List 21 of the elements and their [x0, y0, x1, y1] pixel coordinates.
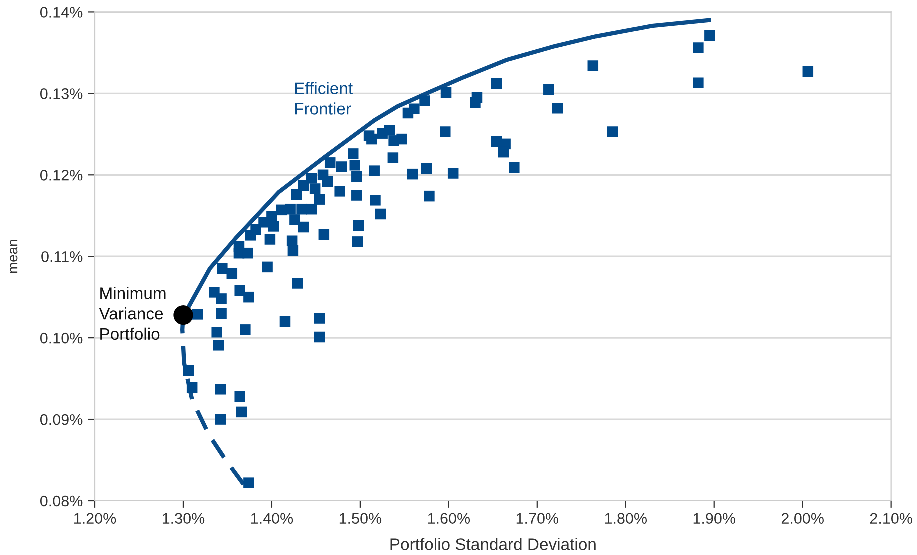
y-tick-label: 0.11%	[42, 251, 83, 262]
annotation: Minimum Variance Portfolio	[99, 287, 166, 340]
x-tick-label: 1.90%	[694, 513, 736, 524]
x-tick-label: 1.70%	[516, 513, 559, 524]
x-tick-label: 1.30%	[162, 513, 205, 524]
y-tick-label: 0.12%	[40, 170, 83, 181]
annotation: Efficient Frontier	[295, 82, 353, 115]
x-tick-label: 2.10%	[870, 513, 912, 524]
y-tick-label: 0.10%	[40, 332, 83, 344]
y-tick-label: 0.14%	[40, 7, 83, 18]
x-tick-label: 1.40%	[251, 513, 294, 524]
y-tick-label: 0.13%	[40, 88, 83, 100]
x-tick-label: 1.60%	[428, 513, 470, 524]
x-axis-title: Portfolio Standard Deviation	[390, 538, 596, 550]
y-axis-title: mean	[10, 240, 18, 274]
x-tick-label: 1.80%	[605, 513, 647, 524]
x-tick-label: 2.00%	[782, 513, 824, 524]
x-tick-label: 1.20%	[74, 513, 116, 524]
x-tick-label: 1.50%	[340, 513, 382, 524]
y-tick-label: 0.09%	[40, 414, 83, 426]
y-tick-label: 0.08%	[40, 496, 83, 507]
